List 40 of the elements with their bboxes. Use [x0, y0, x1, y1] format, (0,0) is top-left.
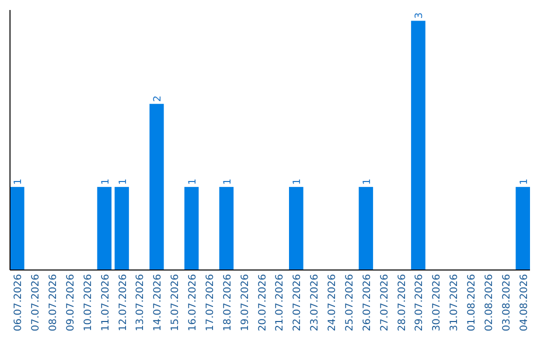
x-tick-label: 23.07.2026	[310, 274, 321, 332]
x-tick-label: 12.07.2026	[118, 274, 129, 332]
x-tick-label: 29.07.2026	[414, 274, 426, 332]
x-tick-label: 15.07.2026	[170, 274, 182, 332]
data-label: 1	[118, 178, 129, 185]
x-tick-label: 20.07.2026	[257, 274, 268, 332]
x-tick-label: 25.07.2026	[344, 274, 356, 332]
x-tick-label: 26.07.2026	[362, 274, 373, 332]
x-tick-label: 10.07.2026	[82, 274, 94, 332]
x-tick-label: 18.07.2026	[222, 274, 234, 332]
x-tick-label: 21.07.2026	[274, 274, 286, 332]
x-tick-label: 30.07.2026	[432, 274, 443, 332]
x-tick-label: 24.07.2026	[327, 274, 338, 332]
data-label: 1	[292, 178, 304, 185]
x-tick-label: 17.07.2026	[204, 274, 216, 332]
x-tick-label: 19.07.2026	[240, 274, 251, 332]
data-label: 1	[222, 178, 234, 185]
x-tick-label: 09.07.2026	[65, 274, 76, 332]
data-label: 1	[362, 178, 373, 185]
data-label: 1	[188, 178, 199, 185]
x-tick-label: 08.07.2026	[48, 274, 60, 332]
data-label: 3	[414, 12, 426, 19]
x-tick-label: 16.07.2026	[188, 274, 199, 332]
x-tick-label: 14.07.2026	[152, 274, 164, 332]
x-tick-label: 07.07.2026	[30, 274, 42, 332]
data-label: 1	[100, 178, 112, 185]
x-tick-label: 28.07.2026	[396, 274, 408, 332]
x-tick-label: 11.07.2026	[100, 274, 112, 332]
x-tick-label: 13.07.2026	[135, 274, 146, 332]
data-label: 2	[152, 95, 164, 102]
data-label: 1	[13, 178, 24, 185]
x-tick-label: 02.08.2026	[484, 274, 495, 332]
x-tick-label: 03.08.2026	[501, 274, 512, 332]
x-tick-label: 31.07.2026	[449, 274, 460, 332]
x-tick-label: 27.07.2026	[379, 274, 390, 332]
x-tick-label: 04.08.2026	[518, 274, 530, 332]
data-label: 1	[518, 178, 530, 185]
x-tick-label: 06.07.2026	[13, 274, 24, 332]
x-tick-label: 22.07.2026	[292, 274, 304, 332]
x-tick-label: 01.08.2026	[466, 274, 478, 332]
